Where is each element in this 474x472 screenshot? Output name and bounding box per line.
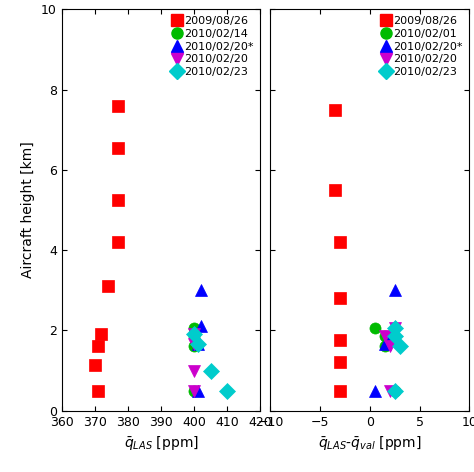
X-axis label: $\bar{q}_{LAS}$-$\bar{q}_{val}$ [ppm]: $\bar{q}_{LAS}$-$\bar{q}_{val}$ [ppm] — [318, 434, 422, 452]
Legend: 2009/08/26, 2010/02/01, 2010/02/20*, 2010/02/20, 2010/02/23: 2009/08/26, 2010/02/01, 2010/02/20*, 201… — [380, 13, 466, 81]
X-axis label: $\bar{q}_{LAS}$ [ppm]: $\bar{q}_{LAS}$ [ppm] — [124, 434, 199, 452]
Legend: 2009/08/26, 2010/02/14, 2010/02/20*, 2010/02/20, 2010/02/23: 2009/08/26, 2010/02/14, 2010/02/20*, 201… — [171, 13, 257, 81]
Y-axis label: Aircraft height [km]: Aircraft height [km] — [21, 142, 36, 278]
